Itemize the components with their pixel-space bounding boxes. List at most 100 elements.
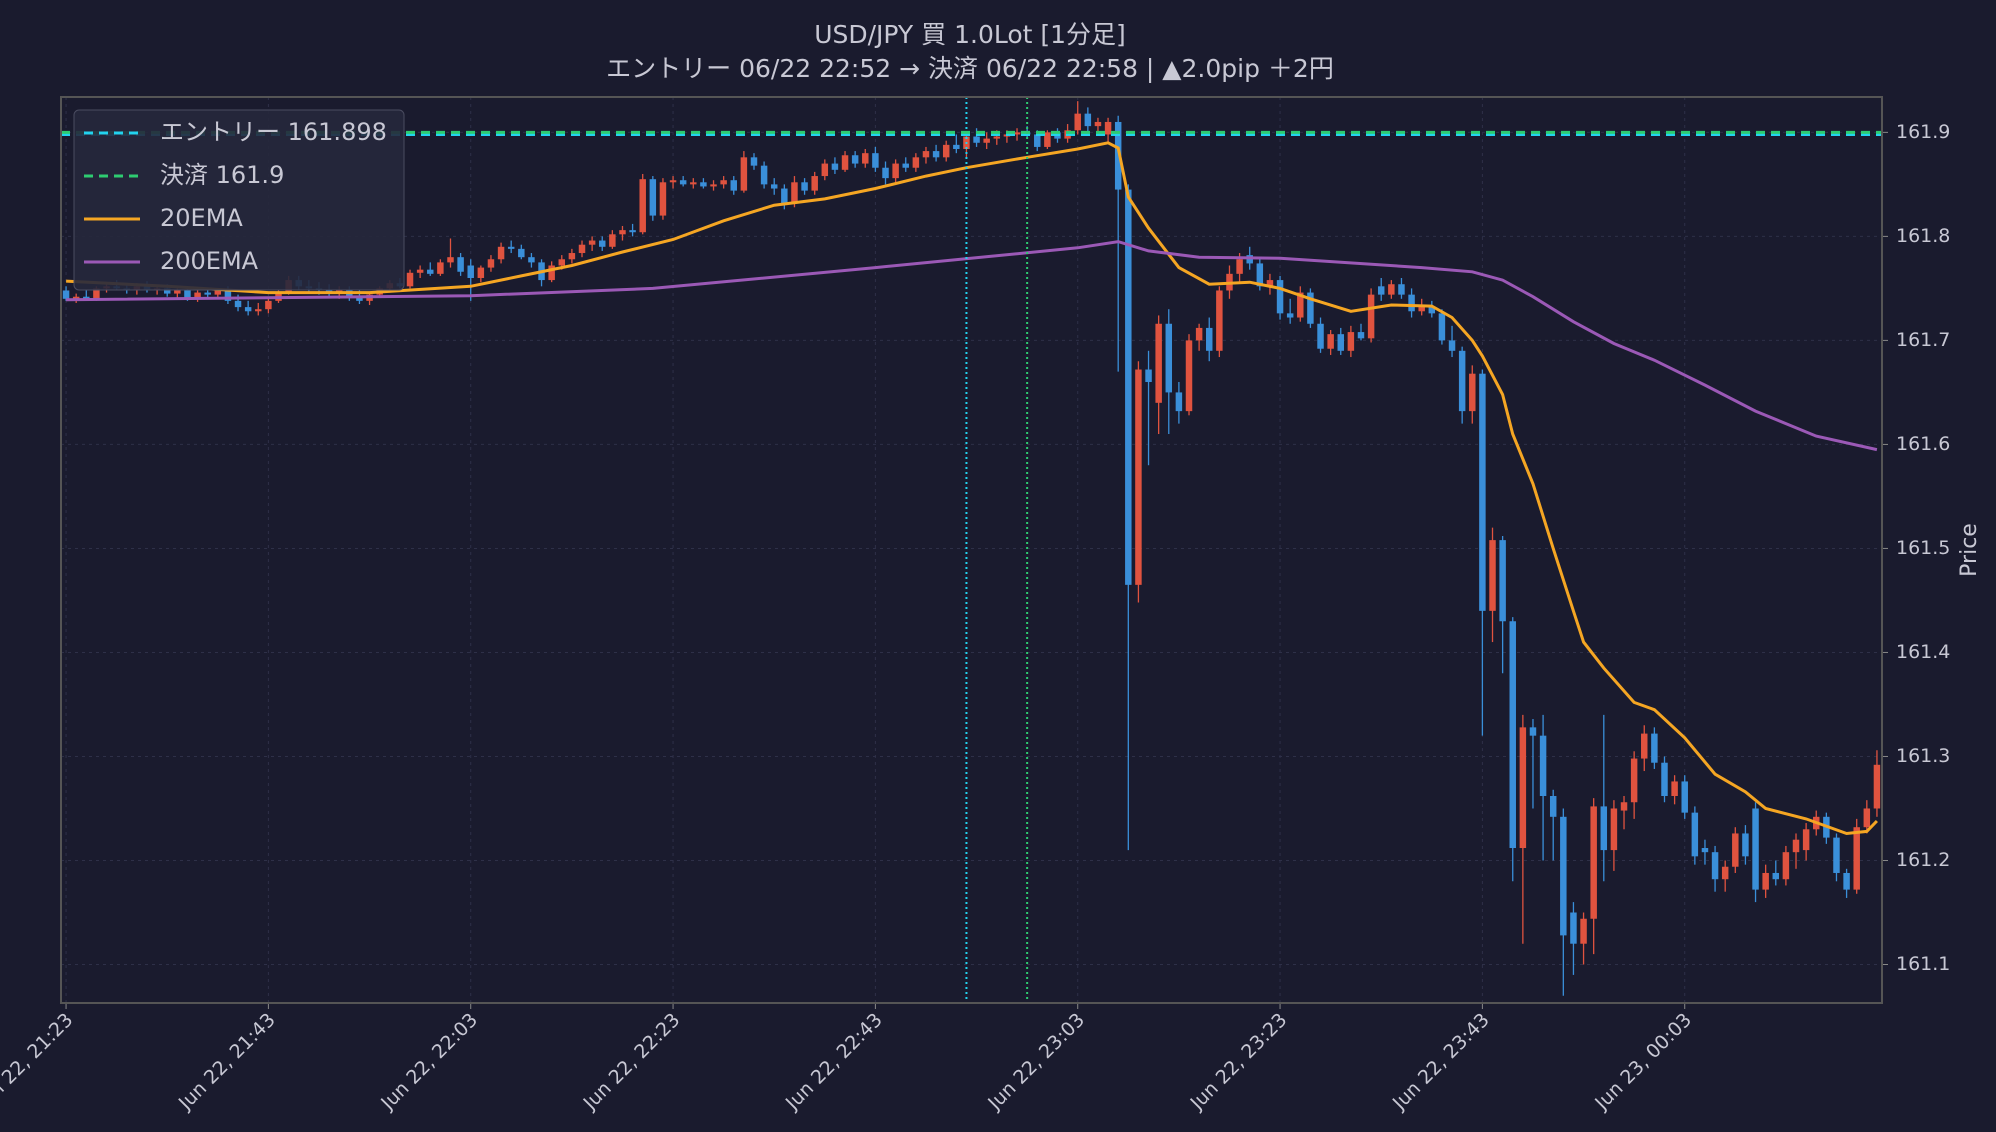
candle-body [862, 153, 869, 164]
candle-body [973, 136, 980, 143]
candle-body [558, 259, 566, 266]
candle-body [932, 151, 940, 158]
candle-body [1398, 284, 1405, 295]
candle-body [1691, 812, 1699, 857]
candle-body [1388, 284, 1395, 295]
candle-body [548, 265, 555, 281]
y-tick-label: 161.1 [1896, 953, 1950, 975]
candle-body [1863, 808, 1871, 828]
candle-body [244, 307, 252, 312]
candle-body [1185, 340, 1193, 412]
candle-body [669, 180, 677, 183]
candle-body [406, 272, 414, 287]
candle-body [791, 182, 798, 204]
candle-body [1721, 866, 1729, 880]
candle-body [1732, 833, 1739, 867]
candle-body [720, 180, 727, 185]
candle-body [477, 267, 485, 278]
candle-body [922, 151, 930, 158]
candle-body [1873, 764, 1881, 809]
candle-body [1165, 323, 1173, 393]
y-tick-label: 161.6 [1896, 433, 1950, 455]
candle-body [1590, 806, 1597, 919]
candle-body [619, 230, 626, 235]
candle-body [1216, 290, 1223, 351]
candle-body [1104, 121, 1112, 135]
candle-body [1145, 369, 1152, 383]
plot-border [60, 96, 1883, 1004]
candle-body [811, 176, 818, 191]
candle-body [1519, 727, 1527, 849]
candle-body [1367, 294, 1375, 339]
candle-body [679, 180, 687, 185]
y-tick-label: 161.4 [1896, 641, 1950, 663]
candle-body [993, 136, 1001, 139]
candle-body [690, 182, 697, 185]
y-tick-label: 161.3 [1896, 745, 1950, 767]
candle-body [487, 259, 495, 268]
candle-body [93, 288, 100, 299]
candle-body [1792, 839, 1800, 853]
ema-line [66, 240, 1878, 452]
candle-body [801, 182, 808, 191]
candle-body [1802, 829, 1810, 851]
candle-body [1013, 132, 1021, 135]
candle-body [649, 179, 657, 216]
candle-body [912, 157, 920, 168]
candle-body [1297, 292, 1304, 318]
candle-body [1084, 113, 1092, 127]
candle-body [568, 253, 576, 260]
candle-body [781, 188, 788, 204]
candle-body [1489, 540, 1496, 611]
y-tick-label: 161.9 [1896, 121, 1950, 143]
chart-subtitle: エントリー 06/22 22:52 → 決済 06/22 22:58 | ▲2.… [606, 54, 1334, 83]
candle-body [1499, 540, 1506, 622]
legend-label: 200EMA [160, 247, 259, 275]
candle-body [1094, 121, 1102, 127]
candle-body [821, 163, 829, 177]
legend-label: 20EMA [160, 204, 243, 232]
candle-body [629, 230, 636, 233]
candle-body [1539, 735, 1547, 797]
candle-body [1155, 323, 1162, 403]
candle-body [1418, 307, 1425, 312]
candle-body [953, 144, 960, 150]
candle-body [163, 288, 171, 294]
legend-box [73, 109, 405, 291]
candle-body [1377, 286, 1385, 295]
candle-body [1681, 781, 1688, 813]
candle-body [1428, 307, 1436, 314]
candle-body [204, 292, 211, 295]
candle-body [770, 184, 778, 189]
candle-body [1135, 369, 1142, 585]
candle-body [1651, 733, 1658, 763]
candle-body [1701, 848, 1709, 853]
candle-body [1610, 808, 1618, 851]
candle-body [214, 290, 222, 295]
candle-body [1276, 280, 1284, 314]
candle-body [1347, 332, 1355, 351]
candle-body [457, 257, 464, 272]
candle-body [518, 248, 525, 258]
candle-body [265, 300, 272, 310]
candle-body [700, 182, 707, 187]
candle-body [1853, 827, 1860, 890]
candle-body [1317, 323, 1324, 349]
candle-body [72, 296, 80, 299]
candle-body [427, 269, 434, 274]
candle-body [447, 257, 454, 263]
candle-body [416, 269, 424, 273]
candle-body [730, 180, 737, 191]
candle-body [1114, 121, 1122, 190]
candle-body [710, 184, 717, 187]
candle-body [841, 155, 849, 170]
y-tick-label: 161.8 [1896, 225, 1950, 247]
candle-body [184, 290, 191, 299]
candle-body [1711, 852, 1719, 880]
candle-body [1034, 134, 1041, 147]
candle-body [1438, 313, 1446, 341]
candle-body [1560, 816, 1567, 936]
candle-body [1074, 113, 1081, 131]
candle-body [882, 167, 889, 179]
